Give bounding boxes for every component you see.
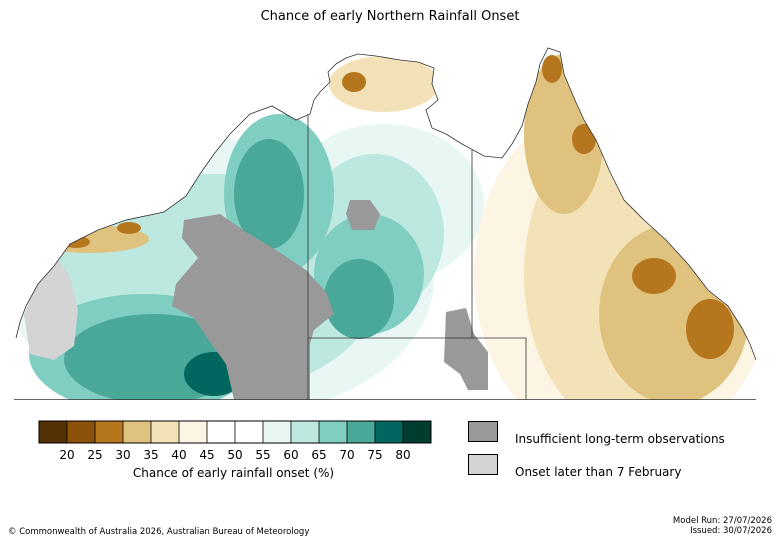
colorbar-segment bbox=[207, 421, 235, 443]
colorbar: 20 25 30 35 40 45 50 55 60 65 70 75 80 bbox=[38, 420, 432, 462]
model-run: Model Run: 27/07/2026 bbox=[672, 516, 772, 526]
colorbar-segment bbox=[179, 421, 207, 443]
colorbar-segment bbox=[151, 421, 179, 443]
colorbar-tick-label: 20 bbox=[59, 448, 74, 462]
colorbar-tick-label: 45 bbox=[199, 448, 214, 462]
legend-label-insufficient: Insufficient long-term observations bbox=[515, 432, 725, 446]
colorbar-tick-label: 60 bbox=[283, 448, 298, 462]
colorbar-tick-label: 35 bbox=[143, 448, 158, 462]
colorbar-segment bbox=[67, 421, 95, 443]
copyright-notice: © Commonwealth of Australia 2026, Austra… bbox=[8, 527, 310, 537]
issued-date: Issued: 30/07/2026 bbox=[690, 526, 772, 536]
colorbar-segment bbox=[403, 421, 431, 443]
colorbar-segment bbox=[123, 421, 151, 443]
legend-swatch-later-onset bbox=[468, 454, 498, 475]
rainfall-onset-map bbox=[14, 47, 756, 400]
colorbar-segment bbox=[39, 421, 67, 443]
colorbar-segment bbox=[347, 421, 375, 443]
colorbar-tick-label: 70 bbox=[339, 448, 354, 462]
model-info: Model Run: 27/07/2026 Issued: 30/07/2026 bbox=[673, 516, 772, 536]
colorbar-tick-label: 75 bbox=[367, 448, 382, 462]
colorbar-tick-label: 55 bbox=[255, 448, 270, 462]
colorbar-segment bbox=[291, 421, 319, 443]
legend-swatch-insufficient bbox=[468, 421, 498, 442]
colorbar-segment bbox=[319, 421, 347, 443]
colorbar-tick-label: 50 bbox=[227, 448, 242, 462]
colorbar-segment bbox=[95, 421, 123, 443]
colorbar-tick-label: 80 bbox=[395, 448, 410, 462]
colorbar-tick-label: 25 bbox=[87, 448, 102, 462]
colorbar-border bbox=[38, 420, 432, 444]
colorbar-segment bbox=[235, 421, 263, 443]
colorbar-segment bbox=[263, 421, 291, 443]
colorbar-tick-label: 30 bbox=[115, 448, 130, 462]
colorbar-tick-label: 65 bbox=[311, 448, 326, 462]
map-title: Chance of early Northern Rainfall Onset bbox=[260, 9, 520, 24]
colorbar-label: Chance of early rainfall onset (%) bbox=[132, 466, 335, 480]
colorbar-segment bbox=[375, 421, 403, 443]
colorbar-tick-label: 40 bbox=[171, 448, 186, 462]
legend-label-later-onset: Onset later than 7 February bbox=[515, 465, 682, 479]
